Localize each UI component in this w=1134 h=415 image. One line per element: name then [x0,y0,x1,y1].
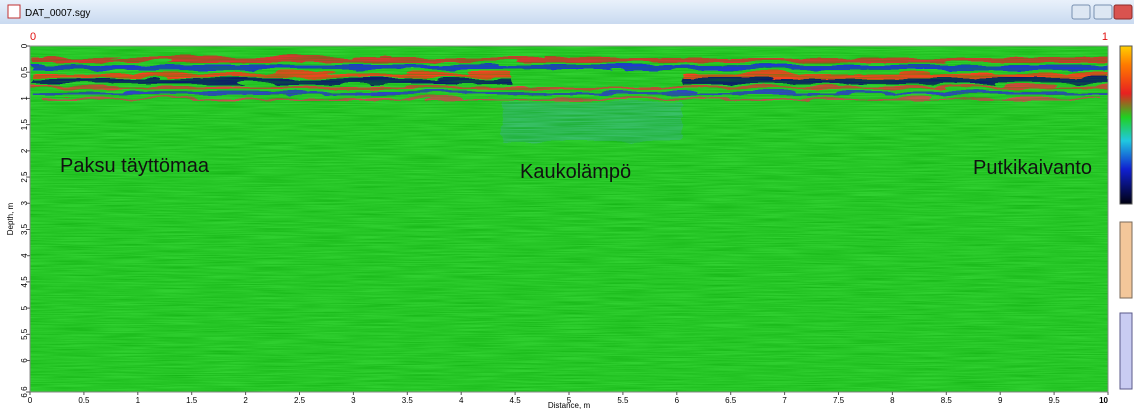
x-tick-label: 5 [567,396,572,405]
file-icon [7,4,21,19]
x-tick-label: 3.5 [402,396,414,405]
y-tick-label: 5 [20,305,29,310]
y-tick-label: 3 [20,200,29,205]
y-tick-label: 2.5 [20,171,29,183]
side-panel-icon[interactable] [1119,221,1133,299]
marker-right: 1 [1102,31,1108,43]
x-tick-label: 3 [351,396,356,405]
y-axis-label: Depth, m [6,202,15,235]
y-tick-label: 2 [20,148,29,153]
x-tick-label: 9 [998,396,1003,405]
window-title: DAT_0007.sgy [25,8,90,19]
title-bar [0,0,1134,24]
x-tick-label: 10 [1099,396,1108,405]
x-axis-label: Distance, m [548,401,591,410]
y-tick-label: 6 [20,358,29,363]
y-tick-label: 0.5 [20,66,29,78]
y-tick-label: 1.5 [20,119,29,131]
side-panel-icon[interactable] [1119,312,1133,390]
x-tick-label: 8 [890,396,895,405]
x-tick-label: 0.5 [78,396,90,405]
y-tick-label: 6.6 [20,386,29,398]
annotation: Putkikaivanto [973,157,1092,179]
x-tick-label: 4.5 [510,396,522,405]
annotation: Kaukolämpö [520,161,631,183]
x-tick-label: 6.5 [725,396,737,405]
y-tick-label: 0 [20,43,29,48]
color-scale [1119,45,1133,205]
x-tick-label: 6 [675,396,680,405]
annotation: Paksu täyttömaa [60,155,210,177]
marker-left: 0 [30,31,36,43]
y-tick-label: 4 [20,253,29,258]
x-tick-label: 8.5 [941,396,953,405]
x-tick-label: 4 [459,396,464,405]
minimize-button[interactable] [1071,4,1091,20]
radargram [30,46,1108,392]
y-tick-label: 4.5 [20,276,29,288]
close-button[interactable] [1113,4,1133,20]
y-tick-label: 5.5 [20,328,29,340]
x-tick-label: 2 [243,396,248,405]
x-tick-label: 9.5 [1049,396,1061,405]
x-tick-label: 5.5 [617,396,629,405]
x-tick-label: 0 [28,396,33,405]
x-tick-label: 2.5 [294,396,306,405]
y-tick-label: 1 [20,96,29,101]
x-tick-label: 1.5 [186,396,198,405]
y-tick-label: 3.5 [20,223,29,235]
maximize-button[interactable] [1093,4,1113,20]
x-tick-label: 7 [782,396,787,405]
x-tick-label: 7.5 [833,396,845,405]
x-tick-label: 1 [136,396,141,405]
